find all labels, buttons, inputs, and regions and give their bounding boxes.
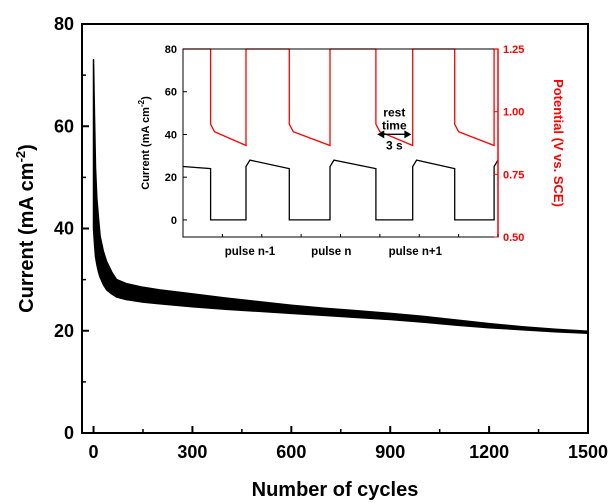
annotation-rest: rest: [383, 105, 405, 119]
inset-left-y-title-main: Current (mA cm: [140, 107, 152, 190]
main-x-tick-label: 600: [276, 442, 306, 462]
main-y-tick-label: 40: [54, 219, 74, 239]
main-x-tick-label: 1200: [469, 442, 509, 462]
annotation-time: time: [382, 118, 407, 132]
main-y-tick-label: 80: [54, 14, 74, 34]
main-y-tick-label: 0: [64, 423, 74, 443]
main-y-axis-title: Current (mA cm-2): [13, 144, 38, 313]
inset-x-category-label: pulse n-1: [225, 246, 276, 258]
main-y-tick-label: 60: [54, 116, 74, 136]
inset-right-y-axis-title: Potential (V vs. SCE): [551, 79, 566, 207]
inset-left-tick-label: 60: [165, 87, 177, 99]
inset-right-y-ticks: 0.50 0.75 1.00 1.25: [494, 44, 524, 244]
current-series-line: [182, 159, 499, 221]
inset-x-category-label: pulse n: [311, 246, 351, 258]
rest-time-annotation: rest time 3 s: [377, 105, 412, 152]
inset-left-y-title-sup: -2: [137, 99, 146, 107]
main-y-axis-title-sup: -2: [13, 151, 28, 163]
main-y-tick-label: 20: [54, 321, 74, 341]
inset-left-tick-label: 0: [171, 215, 177, 227]
main-x-tick-label: 0: [89, 442, 99, 462]
inset-right-tick-label: 1.00: [503, 107, 524, 119]
inset-x-category-labels: pulse n-1 pulse n pulse n+1: [182, 234, 499, 258]
inset-left-tick-label: 20: [165, 172, 177, 184]
inset-background: [135, 35, 568, 263]
main-y-ticks: 0 20 40 60 80: [54, 14, 89, 443]
inset-left-tick-label: 40: [165, 129, 177, 141]
inset-left-y-title-tail: ): [140, 96, 152, 100]
main-x-tick-label: 300: [177, 442, 207, 462]
inset-x-category-label: pulse n+1: [389, 246, 443, 258]
main-x-ticks: 0 300 600 900 1200 1500: [89, 426, 608, 462]
main-x-tick-label: 1500: [568, 442, 608, 462]
inset-right-tick-label: 1.25: [503, 44, 524, 56]
annotation-arrowhead-left: [377, 130, 385, 139]
main-y-axis-title-tail: ): [16, 144, 38, 151]
main-y-axis-title-main: Current (mA cm: [16, 162, 38, 312]
annotation-duration: 3 s: [386, 138, 403, 152]
inset-left-y-ticks: 0 20 40 60 80: [165, 44, 187, 227]
inset-left-tick-label: 80: [165, 44, 177, 56]
main-x-tick-label: 900: [375, 442, 405, 462]
main-x-axis-title: Number of cycles: [252, 479, 419, 501]
annotation-arrowhead-right: [404, 130, 412, 139]
inset-right-tick-label: 0.75: [503, 169, 524, 181]
inset-left-y-axis-title: Current (mA cm-2): [137, 96, 152, 190]
inset-right-tick-label: 0.50: [503, 232, 524, 244]
